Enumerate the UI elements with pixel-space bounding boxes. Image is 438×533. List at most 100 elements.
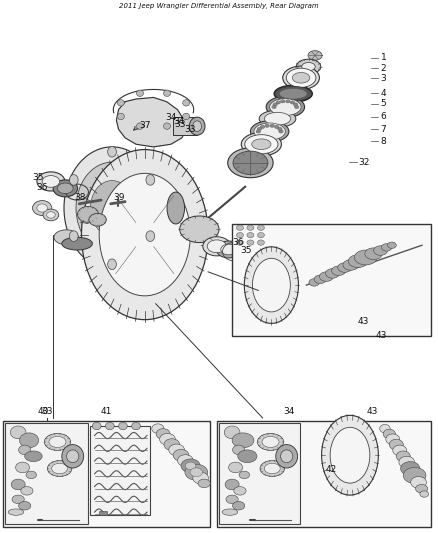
Text: 34: 34: [166, 113, 177, 122]
Ellipse shape: [365, 248, 382, 260]
Ellipse shape: [183, 114, 190, 120]
Ellipse shape: [57, 183, 73, 193]
Ellipse shape: [259, 110, 296, 127]
Ellipse shape: [321, 415, 378, 495]
Bar: [232, 224, 431, 336]
Ellipse shape: [232, 433, 254, 448]
Ellipse shape: [229, 462, 243, 473]
Ellipse shape: [262, 437, 279, 448]
Ellipse shape: [239, 471, 250, 479]
Ellipse shape: [193, 121, 201, 132]
Ellipse shape: [296, 59, 321, 74]
Ellipse shape: [258, 240, 265, 245]
Ellipse shape: [281, 450, 293, 463]
Ellipse shape: [294, 106, 299, 109]
Bar: [141, 192, 176, 224]
Ellipse shape: [78, 206, 99, 222]
Ellipse shape: [389, 439, 403, 450]
Ellipse shape: [156, 429, 170, 439]
Ellipse shape: [247, 240, 254, 245]
Bar: [90, 426, 150, 515]
Ellipse shape: [69, 231, 78, 241]
Ellipse shape: [292, 72, 310, 83]
Ellipse shape: [25, 451, 42, 462]
Text: 32: 32: [359, 158, 370, 167]
Ellipse shape: [241, 133, 282, 156]
Ellipse shape: [293, 103, 298, 106]
Ellipse shape: [290, 101, 295, 104]
Ellipse shape: [374, 246, 388, 255]
Text: 33: 33: [41, 407, 52, 416]
Ellipse shape: [76, 162, 148, 254]
Ellipse shape: [393, 445, 407, 456]
Text: 38: 38: [74, 193, 85, 202]
Ellipse shape: [42, 175, 60, 187]
Text: 1: 1: [381, 53, 386, 62]
Text: 36: 36: [36, 183, 48, 192]
Ellipse shape: [273, 103, 277, 106]
Ellipse shape: [119, 422, 127, 430]
Ellipse shape: [18, 502, 31, 510]
Ellipse shape: [338, 263, 352, 272]
Ellipse shape: [99, 173, 191, 296]
Polygon shape: [64, 147, 160, 269]
Ellipse shape: [89, 213, 106, 226]
Ellipse shape: [67, 450, 79, 463]
Ellipse shape: [354, 250, 377, 265]
Ellipse shape: [330, 427, 370, 483]
Text: 40: 40: [38, 407, 49, 416]
Ellipse shape: [251, 121, 289, 142]
Ellipse shape: [388, 242, 396, 248]
Ellipse shape: [258, 232, 265, 238]
Ellipse shape: [26, 471, 36, 479]
Ellipse shape: [286, 100, 290, 103]
Ellipse shape: [244, 247, 298, 324]
Ellipse shape: [401, 462, 420, 475]
Ellipse shape: [177, 455, 193, 466]
Ellipse shape: [275, 125, 279, 128]
Ellipse shape: [216, 241, 241, 258]
Ellipse shape: [19, 433, 39, 448]
Bar: [5, 423, 88, 524]
Ellipse shape: [233, 151, 268, 174]
Ellipse shape: [221, 244, 237, 255]
Ellipse shape: [185, 462, 196, 470]
Ellipse shape: [396, 451, 410, 462]
Ellipse shape: [167, 192, 184, 224]
Ellipse shape: [279, 88, 307, 99]
Ellipse shape: [207, 240, 226, 253]
Ellipse shape: [233, 445, 245, 455]
Ellipse shape: [193, 472, 208, 484]
Ellipse shape: [108, 259, 117, 270]
Text: 37: 37: [140, 121, 151, 130]
Ellipse shape: [117, 100, 124, 106]
Ellipse shape: [302, 62, 315, 71]
Ellipse shape: [228, 148, 273, 177]
Ellipse shape: [254, 123, 286, 140]
Text: 41: 41: [100, 407, 112, 416]
Text: 5: 5: [381, 99, 386, 108]
Ellipse shape: [270, 99, 301, 116]
Text: 33: 33: [174, 120, 186, 129]
Ellipse shape: [380, 424, 390, 433]
Text: 36: 36: [232, 238, 244, 247]
Ellipse shape: [137, 90, 144, 96]
Bar: [173, 117, 197, 135]
Ellipse shape: [163, 90, 170, 96]
Ellipse shape: [152, 424, 164, 433]
Ellipse shape: [54, 230, 78, 245]
Ellipse shape: [237, 240, 244, 245]
Ellipse shape: [226, 495, 238, 504]
Ellipse shape: [11, 479, 25, 490]
Ellipse shape: [44, 433, 71, 450]
Text: 39: 39: [113, 193, 125, 202]
Ellipse shape: [222, 509, 238, 515]
Ellipse shape: [276, 101, 280, 104]
Ellipse shape: [108, 147, 117, 157]
Bar: [219, 423, 300, 524]
Bar: [217, 421, 431, 527]
Ellipse shape: [163, 123, 170, 130]
Ellipse shape: [225, 479, 239, 490]
Ellipse shape: [279, 130, 283, 133]
Ellipse shape: [47, 461, 72, 477]
